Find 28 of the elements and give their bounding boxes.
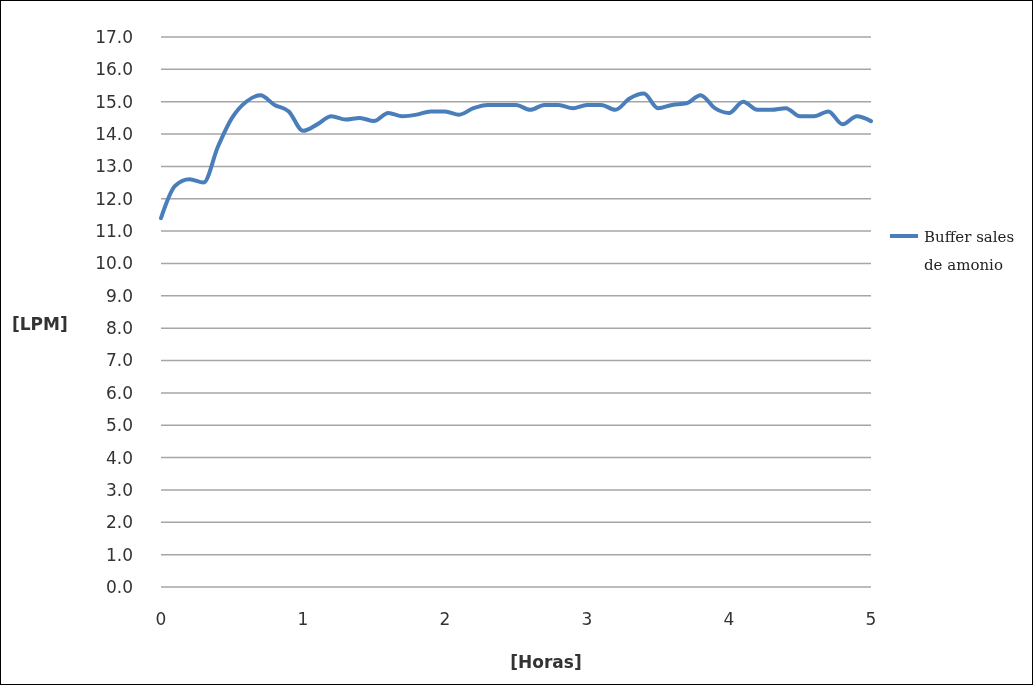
y-tick-label: 1.0 <box>105 544 133 565</box>
x-tick-label: 1 <box>297 609 309 629</box>
y-tick-label: 14.0 <box>95 124 133 145</box>
y-tick-label: 0.0 <box>105 576 133 597</box>
x-tick-label: 0 <box>155 609 167 629</box>
y-axis-title: [LPM] <box>12 314 68 334</box>
y-tick-label: 13.0 <box>95 156 133 177</box>
line-series <box>159 91 873 221</box>
y-tick-label: 3.0 <box>105 479 133 500</box>
y-tick-label: 6.0 <box>105 382 133 403</box>
x-tick-label: 3 <box>581 609 593 629</box>
y-tick-label: 8.0 <box>105 318 133 339</box>
y-tick-label: 11.0 <box>95 221 133 242</box>
x-tick-label: 4 <box>723 609 735 629</box>
y-tick-label: 10.0 <box>95 253 133 274</box>
y-tick-label: 17.0 <box>95 26 133 47</box>
y-tick-label: 7.0 <box>105 350 133 371</box>
y-tick-label: 5.0 <box>105 415 133 436</box>
y-tick-label: 12.0 <box>95 188 133 209</box>
y-tick-label: 4.0 <box>105 447 133 468</box>
y-tick-label: 15.0 <box>95 91 133 112</box>
legend-label: Buffer sales de amonio <box>924 228 1015 274</box>
x-axis-title: [Horas] <box>510 652 582 672</box>
y-tick-label: 2.0 <box>105 512 133 533</box>
x-tick-label: 2 <box>439 609 451 629</box>
y-tick-label: 16.0 <box>95 59 133 80</box>
x-tick-label: 5 <box>865 609 877 629</box>
y-tick-label: 9.0 <box>105 285 133 306</box>
